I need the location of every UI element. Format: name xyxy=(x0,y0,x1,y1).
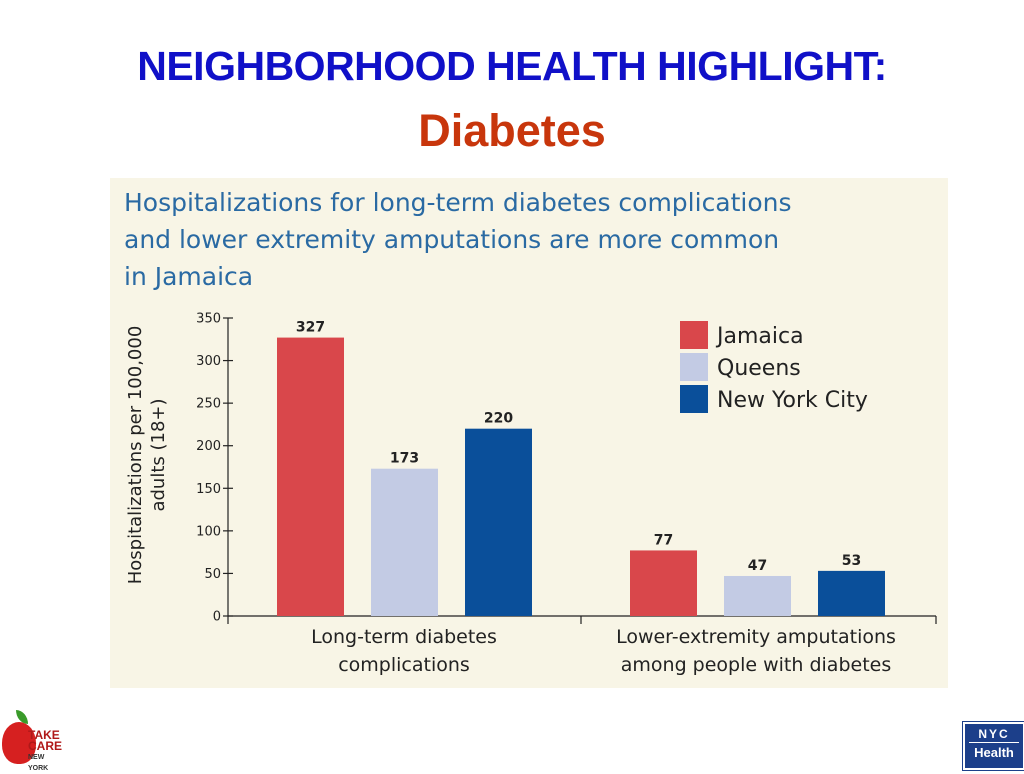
nyc-health-logo: NYC Health xyxy=(962,721,1024,771)
bar xyxy=(277,337,344,616)
bar xyxy=(818,570,885,616)
y-tick-label: 200 xyxy=(196,439,221,454)
chart-headline-line: in Jamaica xyxy=(124,262,254,291)
category-label: among people with diabetes xyxy=(621,654,891,676)
logo-text: TAKE xyxy=(28,728,60,742)
apple-icon xyxy=(2,722,36,764)
bar-chart: 0 50 100 150 200 250 300 350 Hospitalizations pe… xyxy=(125,312,937,676)
bar xyxy=(630,550,697,616)
legend-label: Queens xyxy=(717,356,801,381)
bar-value-label: 53 xyxy=(842,553,861,569)
y-tick-label: 100 xyxy=(196,524,221,539)
legend-label: Jamaica xyxy=(715,324,804,349)
bar-value-label: 327 xyxy=(296,320,325,336)
bar xyxy=(724,575,791,616)
legend-swatch xyxy=(680,385,708,413)
chart-headline: Hospitalizations for long-term diabetes … xyxy=(124,184,924,295)
y-tick-label: 150 xyxy=(196,482,221,497)
bar-value-label: 220 xyxy=(484,411,513,427)
bar-value-label: 47 xyxy=(748,558,767,574)
y-tick-label: 250 xyxy=(196,397,221,412)
logo-text: NEW YORK xyxy=(28,754,49,772)
legend-swatch xyxy=(680,353,708,381)
y-tick-label: 350 xyxy=(196,312,221,327)
y-axis-title: Hospitalizations per 100,000 xyxy=(125,326,146,585)
category-label: Lower-extremity amputations xyxy=(616,626,896,648)
y-tick-label: 300 xyxy=(196,354,221,369)
category-label: complications xyxy=(338,654,470,676)
y-tick-label: 0 xyxy=(213,610,221,625)
chart-headline-line: Hospitalizations for long-term diabetes … xyxy=(124,188,792,217)
y-axis-title: adults (18+) xyxy=(148,398,169,511)
slide-subtitle: Diabetes xyxy=(418,105,606,156)
logo-text: NYC xyxy=(969,726,1019,743)
category-label: Long-term diabetes xyxy=(311,626,497,648)
legend-label: New York City xyxy=(717,388,868,413)
chart-headline-line: and lower extremity amputations are more… xyxy=(124,225,780,254)
bar xyxy=(371,468,438,616)
slide-title: NEIGHBORHOOD HEALTH HIGHLIGHT: xyxy=(137,43,887,89)
bar-value-label: 77 xyxy=(654,532,673,548)
legend-swatch xyxy=(680,321,708,349)
y-tick-label: 50 xyxy=(204,567,221,582)
bar-value-label: 173 xyxy=(390,451,419,467)
take-care-new-york-logo: TAKE CARE NEW YORK xyxy=(2,708,66,772)
chart-panel: Hospitalizations for long-term diabetes … xyxy=(110,178,948,688)
logo-text: Health xyxy=(974,745,1014,760)
logo-text: CARE xyxy=(28,739,63,753)
bar xyxy=(465,428,532,616)
